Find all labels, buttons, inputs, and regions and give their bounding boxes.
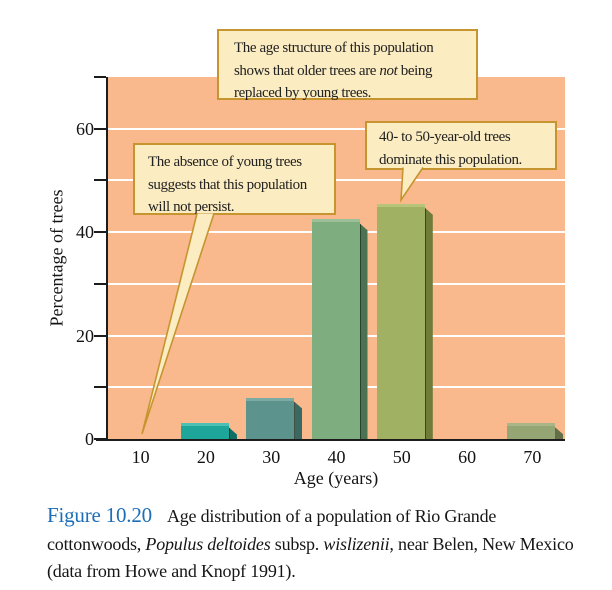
callout-age-structure-italic: not: [379, 62, 398, 79]
y-axis-tick-label-0: 0: [85, 429, 94, 449]
y-axis-tick-label-20: 20: [76, 325, 94, 346]
y-axis-tick-20: [94, 334, 106, 337]
x-axis-tick-label-50: 50: [392, 447, 411, 467]
bar-70: [507, 423, 556, 439]
bar-20-side: [228, 427, 237, 439]
bar-40-side: [359, 223, 368, 439]
callout-no-young-trees: The absence of young trees suggests that…: [133, 143, 336, 215]
caption-text-2: subsp.: [270, 534, 324, 555]
y-axis-title: Percentage of trees: [46, 189, 67, 327]
bar-50-side: [424, 207, 433, 439]
x-axis-tick-label-60: 60: [458, 447, 477, 467]
caption-text-1: Age distribution of a population of Rio …: [47, 506, 497, 555]
x-axis-tick-label-20: 20: [196, 447, 215, 467]
y-axis-tick-label-60: 60: [76, 118, 94, 139]
x-axis-line: [96, 439, 565, 441]
callout-no-young-trees-text: The absence of young trees suggests that…: [148, 154, 307, 215]
y-axis-tick-60: [94, 127, 106, 130]
gridline-60: [108, 127, 565, 130]
callout-dominant-ages: 40- to 50-year-old trees dominate this p…: [365, 121, 557, 170]
bar-30: [246, 397, 295, 439]
callout-age-structure-text-end: being replaced by young trees.: [234, 62, 433, 102]
x-axis-tick-label-30: 30: [262, 447, 281, 467]
x-axis-tick-label-10: 10: [131, 447, 150, 467]
y-axis-tick-0: [94, 438, 106, 440]
x-axis-title: Age (years): [293, 468, 379, 488]
x-axis-tick-label-70: 70: [523, 447, 542, 467]
y-axis-tick-30: [94, 282, 106, 285]
caption-subspecies-italic: wislizenii,: [323, 534, 394, 555]
bar-50: [376, 203, 425, 439]
callout-age-structure: The age structure of this population sho…: [217, 29, 478, 102]
caption-species-italic: Populus deltoides: [145, 534, 271, 555]
y-axis-tick-70: [94, 76, 106, 78]
callout-dominant-ages-text: 40- to 50-year-old trees dominate this p…: [379, 129, 522, 168]
y-axis-tick-40: [94, 231, 106, 234]
bar-70-side: [555, 427, 564, 439]
y-axis-tick-50: [94, 179, 106, 182]
caption-text-3: near Belen, New Mexico (data from Howe a…: [47, 534, 574, 581]
figure-caption: Figure 10.20 Age distribution of a popula…: [47, 500, 577, 584]
bar-40: [311, 219, 360, 439]
y-axis-tick-label-40: 40: [76, 222, 94, 243]
figure-number: Figure 10.20: [47, 503, 152, 527]
gridline-50: [108, 179, 565, 182]
bar-30-side: [294, 401, 303, 439]
y-axis-line: [106, 77, 108, 441]
callout-age-structure-text: The age structure of this population sho…: [234, 40, 434, 79]
x-axis-tick-label-40: 40: [327, 447, 346, 467]
y-axis-tick-10: [94, 386, 106, 389]
bar-20: [180, 423, 229, 439]
